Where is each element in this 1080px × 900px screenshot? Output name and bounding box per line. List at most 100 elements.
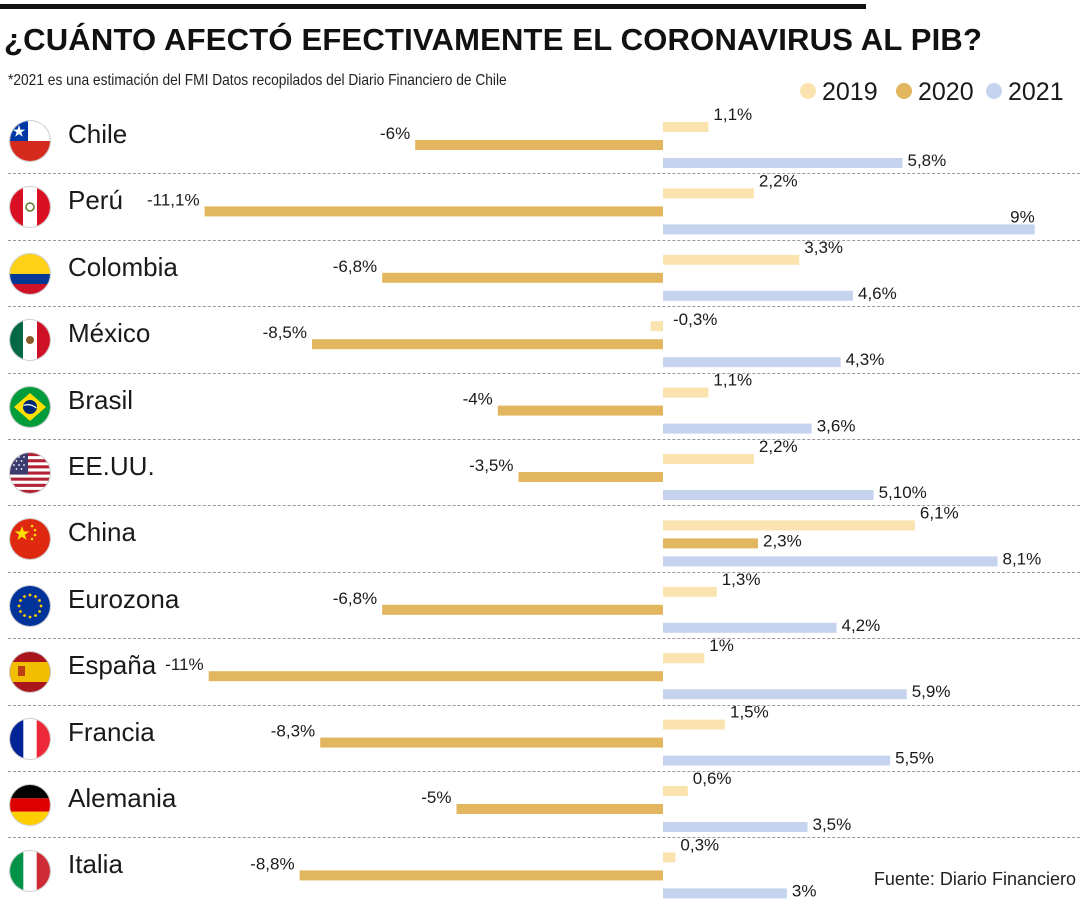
value-label-chile-2021: 5,8% (908, 151, 947, 170)
value-label-eurozona-2021: 4,2% (842, 616, 881, 635)
row-divider (8, 505, 1080, 507)
row-divider (8, 173, 1080, 175)
bar-peru-2019 (663, 188, 754, 199)
bar-brasil-2020 (497, 405, 663, 416)
bar-ee-uu-2020 (518, 472, 663, 482)
value-label-italia-2020: -8,8% (250, 854, 294, 873)
bar-alemania-2019 (663, 786, 688, 796)
value-label-espana-2020: -11% (165, 655, 203, 674)
value-label-china-2021: 8,1% (1003, 549, 1042, 568)
bar-china-2021 (663, 556, 998, 567)
bar-mexico-2019 (650, 321, 663, 332)
bar-brasil-2021 (663, 423, 812, 434)
value-label-alemania-2019: 0,6% (693, 769, 732, 788)
row-divider (8, 571, 1080, 573)
row-divider (8, 837, 1080, 839)
country-label-ee-uu: EE.UU. (68, 451, 155, 481)
country-label-china: China (68, 517, 136, 548)
value-label-francia-2020: -8,3% (271, 722, 315, 741)
value-label-brasil-2021: 3,6% (817, 417, 856, 436)
legend-label-2021: 2021 (1008, 78, 1064, 106)
row-divider (8, 306, 1080, 308)
value-label-italia-2019: 0,3% (680, 835, 719, 854)
source-note: Fuente: Diario Financiero (873, 869, 1076, 889)
bar-ee-uu-2019 (663, 454, 754, 464)
value-label-peru-2019: 2,2% (759, 171, 798, 190)
spain-flag-icon (10, 652, 50, 693)
bar-mexico-2020 (312, 339, 663, 350)
bar-italia-2019 (663, 852, 676, 863)
brazil-flag-icon (10, 386, 50, 427)
bar-peru-2020 (204, 206, 663, 217)
bar-colombia-2019 (663, 254, 800, 265)
bar-alemania-2020 (456, 804, 663, 814)
legend-swatch-2020 (896, 83, 912, 99)
value-label-colombia-2019: 3,3% (804, 238, 843, 257)
value-label-colombia-2021: 4,6% (858, 284, 897, 303)
row-divider (8, 372, 1080, 374)
value-label-ee-uu-2019: 2,2% (759, 437, 798, 456)
value-label-espana-2019: 1% (709, 636, 734, 655)
legend-item-2020: 2020 (896, 78, 974, 107)
row-divider (8, 638, 1080, 640)
legend-swatch-2021 (986, 83, 1002, 99)
bar-china-2019 (663, 520, 915, 531)
value-label-china-2019: 6,1% (920, 503, 959, 522)
bar-mexico-2021 (663, 357, 841, 368)
bar-italia-2020 (299, 870, 663, 881)
value-label-francia-2021: 5,5% (895, 749, 934, 768)
value-label-chile-2020: -6% (380, 124, 410, 143)
bar-francia-2020 (320, 737, 663, 748)
bar-alemania-2021 (663, 822, 808, 832)
value-label-ee-uu-2020: -3,5% (469, 456, 513, 475)
bar-eurozona-2021 (663, 622, 837, 633)
value-label-china-2020: 2,3% (763, 531, 802, 550)
eu-flag-icon (10, 585, 50, 626)
bar-colombia-2021 (663, 290, 853, 301)
row-divider (8, 439, 1080, 440)
country-label-chile: Chile (68, 119, 128, 149)
bar-china-2020 (663, 538, 758, 549)
italy-flag-icon (10, 851, 50, 892)
country-label-espana: España (68, 650, 157, 681)
legend-label-2019: 2019 (822, 78, 878, 106)
row-divider (8, 704, 1080, 706)
bar-chile-2020 (415, 140, 663, 150)
bar-espana-2021 (663, 689, 907, 700)
legend-label-2020: 2020 (918, 78, 974, 106)
bar-espana-2020 (208, 671, 663, 682)
bar-eurozona-2019 (663, 586, 717, 597)
value-label-francia-2019: 1,5% (730, 703, 769, 722)
chart-subtitle: *2021 es una estimación del FMI Datos re… (8, 72, 507, 89)
value-label-mexico-2019: -0,3% (673, 310, 717, 329)
value-label-eurozona-2019: 1,3% (722, 570, 761, 589)
china-flag-icon (10, 519, 50, 560)
legend-swatch-2019 (800, 83, 816, 99)
bar-espana-2019 (663, 653, 705, 664)
country-label-colombia: Colombia (68, 251, 178, 282)
country-label-eurozona: Eurozona (68, 583, 180, 614)
bar-francia-2021 (663, 755, 891, 766)
legend-item-2019: 2019 (800, 78, 878, 107)
bar-brasil-2019 (663, 387, 709, 398)
value-label-espana-2021: 5,9% (912, 682, 951, 701)
value-label-mexico-2021: 4,3% (846, 350, 885, 369)
country-label-peru: Perú (68, 185, 123, 216)
mexico-flag-icon (10, 320, 50, 361)
bar-italia-2021 (663, 888, 787, 899)
value-label-ee-uu-2021: 5,10% (879, 483, 927, 502)
peru-flag-icon (10, 187, 50, 228)
value-label-peru-2020: -11,1% (147, 190, 200, 209)
value-label-peru-2021: 9% (1010, 207, 1035, 226)
country-label-brasil: Brasil (68, 384, 134, 415)
value-label-alemania-2020: -5% (421, 788, 451, 807)
value-label-mexico-2020: -8,5% (263, 323, 307, 342)
france-flag-icon (10, 718, 50, 759)
legend-item-2021: 2021 (986, 78, 1064, 107)
country-label-alemania: Alemania (68, 783, 177, 813)
value-label-brasil-2020: -4% (463, 390, 493, 409)
value-label-italia-2021: 3% (792, 881, 817, 900)
bar-peru-2021 (663, 224, 1035, 235)
value-label-brasil-2019: 1,1% (713, 371, 752, 390)
country-label-italia: Italia (68, 849, 123, 880)
